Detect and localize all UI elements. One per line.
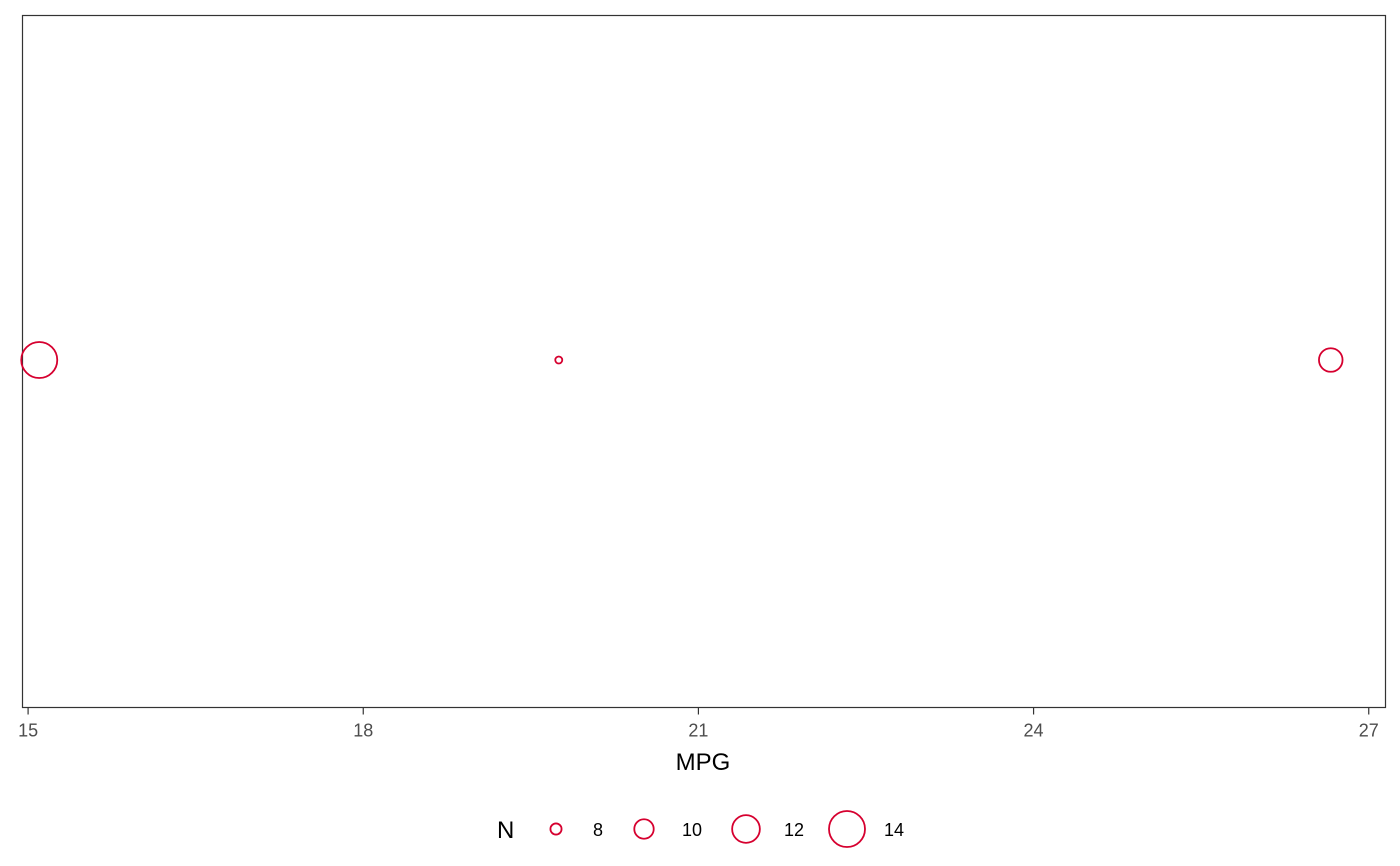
- legend-label-10: 10: [682, 820, 702, 840]
- legend-key-10: [633, 818, 655, 840]
- data-point-1: [20, 341, 59, 379]
- x-tick-label-18: 18: [353, 721, 373, 741]
- data-points: [20, 341, 1344, 379]
- x-axis-ticks: [27, 707, 1370, 715]
- x-axis-title: MPG: [676, 749, 731, 776]
- plot-panel: [21, 14, 1387, 709]
- legend-title: N: [497, 817, 514, 844]
- x-axis-tick-labels: 15 18 21 24 27: [18, 721, 1379, 741]
- legend-key-12: [731, 814, 761, 844]
- legend-key-14: [828, 810, 866, 848]
- legend-entries: 8 10 12 14: [549, 810, 904, 848]
- legend-label-14: 14: [884, 820, 904, 840]
- legend: N 8 10 12 14: [497, 810, 904, 848]
- x-tick-label-21: 21: [688, 721, 708, 741]
- legend-label-12: 12: [784, 820, 804, 840]
- legend-label-8: 8: [593, 820, 603, 840]
- data-point-3: [1318, 347, 1344, 373]
- x-tick-label-24: 24: [1024, 721, 1044, 741]
- data-point-2: [554, 355, 564, 365]
- legend-key-8: [549, 822, 563, 836]
- x-tick-label-27: 27: [1359, 721, 1379, 741]
- x-tick-label-15: 15: [18, 721, 38, 741]
